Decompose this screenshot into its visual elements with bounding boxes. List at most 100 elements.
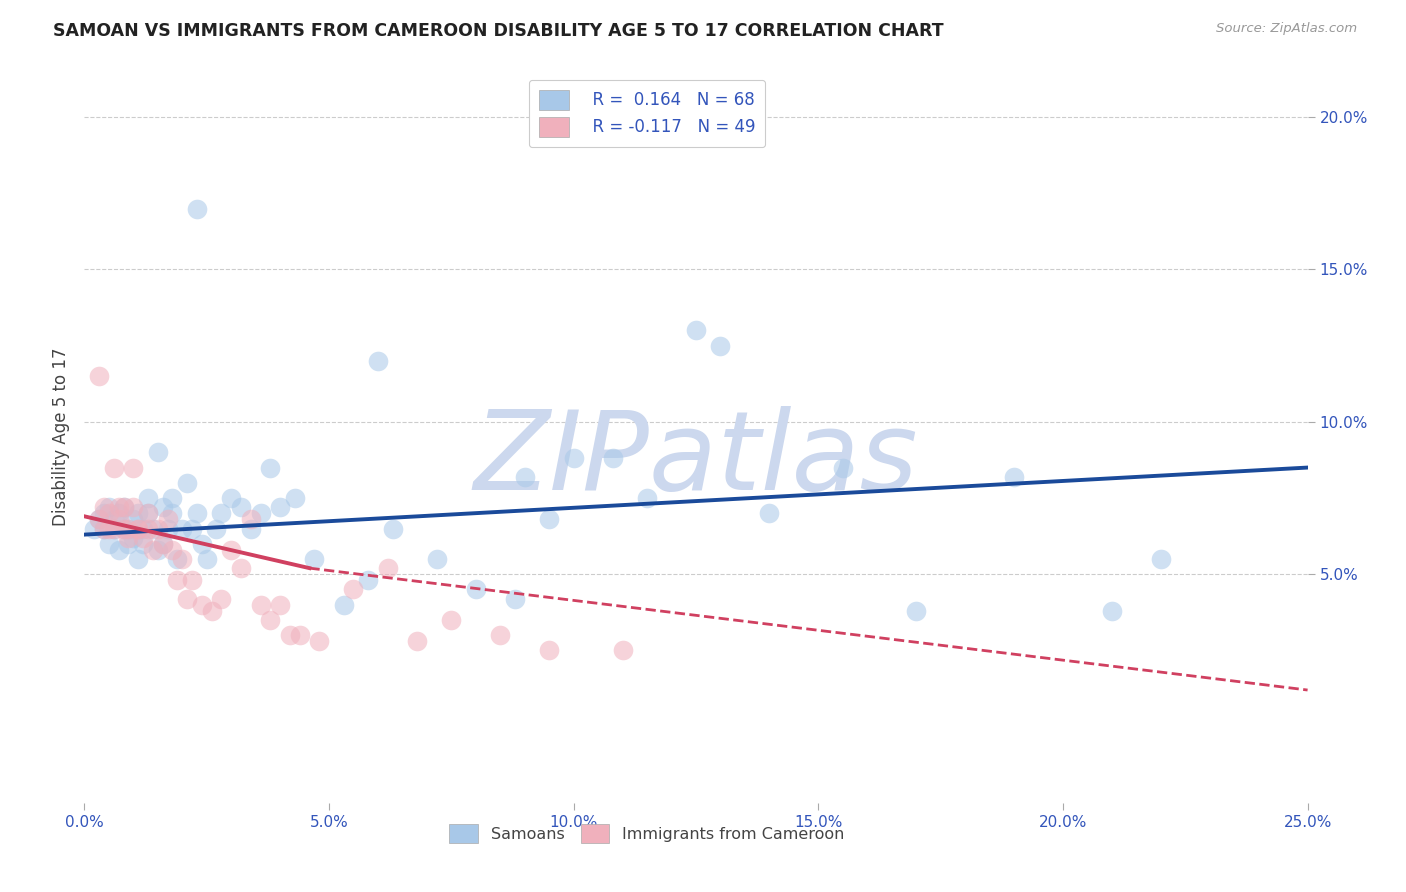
Point: [142, 521, 165, 535]
Point: [308, 634, 330, 648]
Point: [503, 591, 526, 606]
Point: [195, 552, 218, 566]
Point: [146, 521, 169, 535]
Point: [107, 506, 129, 520]
Point: [103, 460, 125, 475]
Point: [172, 521, 194, 535]
Point: [146, 445, 169, 459]
Point: [87, 512, 110, 526]
Point: [172, 552, 194, 566]
Point: [229, 561, 252, 575]
Point: [107, 500, 129, 515]
Point: [93, 521, 115, 535]
Point: [219, 542, 242, 557]
Point: [186, 202, 208, 216]
Point: [229, 500, 252, 515]
Point: [83, 521, 105, 535]
Point: [209, 591, 232, 606]
Point: [97, 537, 120, 551]
Point: [117, 521, 139, 535]
Point: [357, 574, 380, 588]
Point: [117, 531, 139, 545]
Point: [87, 512, 110, 526]
Point: [278, 628, 301, 642]
Point: [142, 542, 165, 557]
Point: [181, 574, 204, 588]
Point: [636, 491, 658, 505]
Point: [156, 512, 179, 526]
Point: [93, 506, 115, 520]
Point: [219, 491, 242, 505]
Point: [146, 542, 169, 557]
Point: [284, 491, 307, 505]
Point: [209, 506, 232, 520]
Point: [191, 537, 214, 551]
Point: [162, 506, 184, 520]
Point: [112, 500, 135, 515]
Point: [709, 338, 731, 352]
Point: [426, 552, 449, 566]
Point: [1150, 552, 1173, 566]
Point: [112, 521, 135, 535]
Point: [112, 521, 135, 535]
Point: [136, 521, 159, 535]
Point: [127, 521, 149, 535]
Point: [87, 369, 110, 384]
Point: [191, 598, 214, 612]
Point: [562, 451, 585, 466]
Point: [269, 598, 291, 612]
Point: [332, 598, 354, 612]
Point: [831, 460, 853, 475]
Text: ZIPatlas: ZIPatlas: [474, 406, 918, 513]
Point: [162, 542, 184, 557]
Point: [612, 643, 634, 657]
Point: [136, 506, 159, 520]
Point: [538, 512, 561, 526]
Point: [186, 506, 208, 520]
Point: [288, 628, 311, 642]
Point: [489, 628, 512, 642]
Text: Source: ZipAtlas.com: Source: ZipAtlas.com: [1216, 22, 1357, 36]
Point: [117, 521, 139, 535]
Point: [249, 506, 271, 520]
Point: [122, 500, 145, 515]
Point: [1101, 604, 1123, 618]
Point: [97, 500, 120, 515]
Point: [117, 537, 139, 551]
Point: [132, 537, 155, 551]
Point: [152, 500, 174, 515]
Point: [122, 460, 145, 475]
Point: [367, 354, 389, 368]
Point: [758, 506, 780, 520]
Point: [136, 491, 159, 505]
Point: [381, 521, 404, 535]
Point: [127, 506, 149, 520]
Point: [112, 500, 135, 515]
Point: [166, 552, 188, 566]
Point: [107, 512, 129, 526]
Point: [93, 521, 115, 535]
Point: [152, 537, 174, 551]
Point: [464, 582, 486, 597]
Point: [538, 643, 561, 657]
Point: [166, 574, 188, 588]
Point: [176, 475, 198, 490]
Point: [103, 512, 125, 526]
Point: [107, 542, 129, 557]
Point: [205, 521, 228, 535]
Point: [176, 591, 198, 606]
Point: [905, 604, 928, 618]
Point: [127, 521, 149, 535]
Point: [103, 521, 125, 535]
Point: [156, 521, 179, 535]
Point: [304, 552, 326, 566]
Point: [239, 521, 262, 535]
Point: [136, 506, 159, 520]
Point: [93, 500, 115, 515]
Point: [181, 521, 204, 535]
Point: [377, 561, 399, 575]
Point: [406, 634, 429, 648]
Point: [122, 512, 145, 526]
Point: [103, 521, 125, 535]
Point: [127, 552, 149, 566]
